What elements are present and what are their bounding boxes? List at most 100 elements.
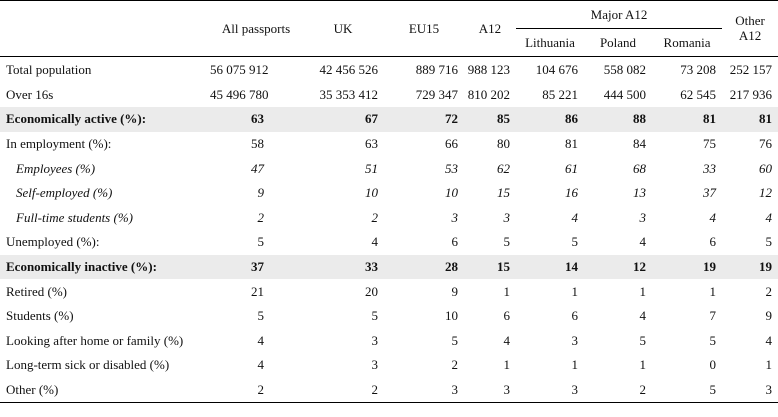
row-label-in-employment: In employment (%): [6, 136, 112, 152]
row-label-unemployed: Unemployed (%): [6, 234, 100, 250]
cell-over-16s-a12: 810 202 [467, 86, 510, 102]
table-row: Economically inactive (%): 37 33 28 15 14 12 19… [0, 254, 778, 280]
cell-looking-after-home-other-a12: 4 [765, 332, 773, 348]
header-blank [0, 0, 210, 57]
cell-unemployed-a12: 5 [503, 234, 511, 250]
header-romania-label: Romania [663, 34, 711, 50]
table-row: Full-time students (%) 2 2 3 3 4 3 4 4 [0, 206, 778, 231]
table-row: In employment (%): 58 63 66 80 81 84 75 76 [0, 132, 778, 157]
cell-other-other-a12: 3 [722, 377, 778, 404]
cell-other-eu15: 3 [384, 377, 464, 404]
cell-long-term-sick-poland: 1 [639, 357, 647, 373]
cell-economically-active-eu15: 72 [384, 107, 464, 132]
table-row: Self-employed (%) 9 10 10 15 16 13 37 12 [0, 181, 778, 206]
cell-long-term-sick-lithuania: 1 [571, 357, 579, 373]
cell-over-16s-romania: 62 545 [680, 86, 717, 102]
cell-self-employed-uk: 10 [365, 185, 378, 201]
cell-employees-eu15: 53 [445, 160, 458, 176]
cell-unemployed-all-passports: 5 [257, 234, 265, 250]
row-label-retired: Retired (%) [6, 283, 68, 299]
header-romania: Romania [652, 28, 723, 57]
cell-long-term-sick-other-a12: 1 [765, 357, 773, 373]
cell-looking-after-home-poland: 5 [639, 332, 647, 348]
cell-employees-all-passports: 47 [251, 160, 264, 176]
cell-total-population-lithuania: 104 676 [535, 62, 578, 78]
cell-employees-romania: 33 [703, 160, 717, 176]
row-label-total-population: Total population [6, 62, 92, 78]
cell-looking-after-home-romania: 5 [709, 332, 717, 348]
row-label-over-16s: Over 16s [6, 86, 54, 102]
cell-retired-uk: 20 [365, 283, 378, 299]
cell-over-16s-uk: 35 353 412 [319, 86, 379, 102]
cell-students-eu15: 10 [445, 308, 458, 324]
header-eu15-label: EU15 [408, 20, 440, 36]
cell-economically-active-other-a12: 81 [722, 107, 778, 132]
cell-students-romania: 7 [709, 308, 717, 324]
cell-other-all-passports: 2 [210, 377, 302, 404]
cell-over-16s-poland: 444 500 [603, 86, 646, 102]
table-row: Unemployed (%): 5 4 6 5 5 4 6 5 [0, 230, 778, 255]
cell-students-other-a12: 9 [765, 308, 773, 324]
table-row: Employees (%) 47 51 53 62 61 68 33 60 [0, 156, 778, 181]
table-row: Over 16s 45 496 780 35 353 412 729 347 810 2… [0, 83, 778, 108]
header-uk: UK [302, 0, 384, 57]
cell-unemployed-other-a12: 5 [765, 234, 773, 250]
cell-employees-a12: 62 [497, 160, 510, 176]
cell-retired-other-a12: 2 [765, 283, 773, 299]
cell-economically-inactive-other-a12: 19 [722, 254, 778, 280]
table-row: Looking after home or family (%) 4 3 5 4 3 5 5 4 [0, 329, 778, 354]
cell-in-employment-other-a12: 76 [759, 136, 773, 152]
cell-in-employment-romania: 75 [703, 136, 717, 152]
table-row: Economically active (%): 63 67 72 85 86 88 81 81 [0, 107, 778, 132]
cell-employees-lithuania: 61 [565, 160, 578, 176]
header-other-a12-line2: A12 [738, 28, 762, 43]
header-major-a12-label: Major A12 [590, 6, 648, 22]
cell-total-population-romania: 73 208 [680, 62, 717, 78]
cell-total-population-eu15: 889 716 [415, 62, 458, 78]
cell-economically-inactive-a12: 15 [464, 254, 516, 280]
cell-other-uk: 2 [302, 377, 384, 404]
cell-self-employed-eu15: 10 [445, 185, 458, 201]
table-body: Total population 56 075 912 42 456 526 889 … [0, 57, 778, 404]
cell-self-employed-lithuania: 16 [565, 185, 578, 201]
cell-unemployed-romania: 6 [709, 234, 717, 250]
header-poland: Poland [584, 28, 652, 57]
table-row: Retired (%) 21 20 9 1 1 1 1 2 [0, 279, 778, 304]
cell-looking-after-home-uk: 3 [371, 332, 379, 348]
cell-unemployed-uk: 4 [371, 234, 379, 250]
cell-self-employed-other-a12: 12 [759, 185, 773, 201]
row-label-full-time-students: Full-time students (%) [16, 209, 133, 225]
cell-long-term-sick-eu15: 2 [451, 357, 459, 373]
cell-employees-other-a12: 60 [759, 160, 773, 176]
cell-students-all-passports: 5 [257, 308, 265, 324]
header-a12-label: A12 [478, 20, 502, 36]
cell-self-employed-romania: 37 [703, 185, 717, 201]
cell-in-employment-eu15: 66 [445, 136, 458, 152]
cell-economically-active-a12: 85 [464, 107, 516, 132]
cell-economically-inactive-romania: 19 [652, 254, 723, 280]
cell-economically-active-lithuania: 86 [516, 107, 584, 132]
cell-total-population-poland: 558 082 [603, 62, 646, 78]
cell-economically-active-romania: 81 [652, 107, 723, 132]
cell-retired-poland: 1 [639, 283, 647, 299]
cell-economically-inactive-uk: 33 [302, 254, 384, 280]
cell-over-16s-all-passports: 45 496 780 [210, 86, 269, 102]
cell-over-16s-lithuania: 85 221 [542, 86, 578, 102]
economic-activity-table: All passports UK EU15 A12 Major A12 Othe… [0, 0, 778, 404]
cell-self-employed-all-passports: 9 [257, 185, 265, 201]
header-all-passports: All passports [210, 0, 302, 57]
cell-full-time-students-other-a12: 4 [765, 209, 773, 225]
cell-long-term-sick-all-passports: 4 [257, 357, 265, 373]
row-label-other: Other (%) [0, 377, 210, 404]
cell-over-16s-other-a12: 217 936 [729, 86, 773, 102]
cell-economically-active-poland: 88 [584, 107, 652, 132]
cell-total-population-uk: 42 456 526 [319, 62, 379, 78]
cell-economically-inactive-all-passports: 37 [210, 254, 302, 280]
cell-economically-active-all-passports: 63 [210, 107, 302, 132]
cell-full-time-students-lithuania: 4 [571, 209, 579, 225]
row-label-employees: Employees (%) [16, 160, 96, 176]
cell-other-poland: 2 [584, 377, 652, 404]
cell-total-population-a12: 988 123 [467, 62, 510, 78]
cell-employees-poland: 68 [633, 160, 646, 176]
cell-other-a12: 3 [464, 377, 516, 404]
